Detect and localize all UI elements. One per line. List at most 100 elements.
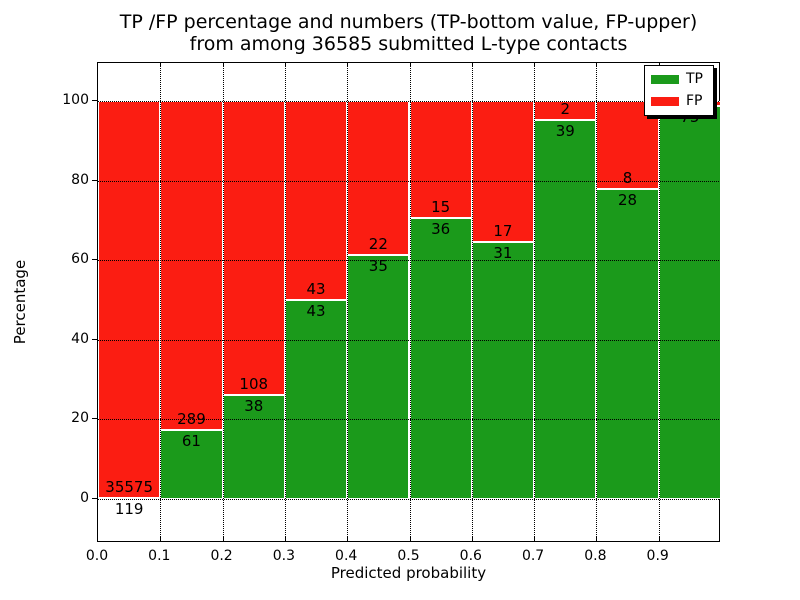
x-tick-mark-top [347, 63, 349, 67]
tp-bar-segment [658, 106, 721, 499]
tp-bar-segment [596, 189, 659, 499]
y-axis-label: Percentage [11, 259, 29, 345]
x-tick-label: 0.6 [459, 548, 482, 564]
x-tick-mark [347, 536, 349, 541]
x-tick-label: 0.1 [148, 548, 171, 564]
x-tick-mark [596, 536, 598, 541]
h-gridline [98, 180, 719, 182]
chart-title-line2: from among 36585 submitted L-type contac… [189, 33, 628, 55]
y-tick-label: 0 [80, 490, 89, 506]
fp-count-label: 43 [306, 280, 326, 298]
tp-bar-segment [534, 120, 597, 499]
x-tick-mark [534, 536, 536, 541]
x-tick-label: 0.7 [521, 548, 545, 564]
y-tick-mark [92, 418, 97, 420]
tp-bar-segment [471, 241, 535, 499]
tp-count-label: 38 [244, 397, 264, 416]
x-tick-mark [409, 536, 411, 541]
fp-bar-segment [471, 101, 535, 242]
tp-count-label: 39 [555, 122, 575, 141]
v-gridline [160, 63, 162, 541]
fp-bar-segment [222, 101, 285, 396]
plot-area: 35575 119 289 61 108 38 43 43 22 35 15 36 17 31 2 39 8 28… [97, 62, 721, 542]
tp-count-label: 28 [617, 191, 638, 210]
tp-count-label: 36 [431, 220, 451, 239]
v-gridline [222, 63, 224, 541]
legend: TP FP [644, 65, 714, 116]
tp-count-label: 35 [368, 256, 388, 275]
y-tick-label: 40 [71, 330, 89, 347]
y-tick-mark [92, 498, 97, 499]
x-tick-label: 0.5 [397, 548, 420, 564]
x-tick-mark-top [222, 63, 224, 67]
x-tick-mark [160, 536, 162, 541]
h-gridline [98, 339, 719, 341]
y-tick-mark [92, 100, 97, 101]
x-tick-mark [471, 536, 473, 541]
legend-item-fp: FP [651, 92, 707, 111]
legend-item-tp: TP [651, 70, 707, 89]
x-tick-mark [658, 536, 660, 541]
x-axis-label: Predicted probability [330, 564, 487, 582]
v-gridline [347, 63, 349, 541]
v-gridline [534, 63, 536, 541]
v-gridline [471, 63, 473, 541]
x-tick-mark-top [284, 63, 286, 67]
h-gridline [98, 101, 719, 102]
tp-count-label: 119 [114, 499, 144, 518]
fp-bar-segment [409, 101, 472, 219]
tp-bar-segment [284, 300, 348, 499]
h-gridline [98, 419, 719, 421]
y-tick-label: 80 [71, 171, 89, 188]
fp-count-label: 15 [431, 198, 451, 217]
fp-count-label: 289 [177, 409, 206, 428]
fp-bar-segment [98, 101, 161, 498]
h-gridline [98, 260, 719, 262]
fp-bar-segment [284, 101, 348, 300]
x-tick-mark [284, 536, 286, 541]
x-tick-mark-top [160, 63, 162, 67]
x-tick-label: 0.4 [335, 548, 358, 564]
fp-count-label: 22 [368, 234, 388, 253]
fp-count-label: 8 [622, 169, 633, 188]
x-tick-mark-top [409, 63, 411, 67]
x-tick-mark-top [471, 63, 473, 67]
y-tick-label: 20 [71, 410, 89, 427]
v-gridline [284, 63, 286, 541]
x-tick-label: 0.2 [210, 548, 233, 564]
y-tick-label: 100 [62, 92, 89, 108]
fp-count-label: 2 [560, 100, 571, 119]
tp-bar-segment [222, 395, 285, 499]
v-gridline [409, 63, 411, 541]
x-tick-label: 0.0 [85, 548, 109, 564]
fp-bar-segment [347, 101, 410, 255]
legend-label-tp: TP [686, 71, 703, 87]
tp-bar-segment [347, 254, 410, 499]
y-tick-mark [92, 338, 97, 340]
x-tick-label: 0.9 [646, 548, 669, 564]
x-tick-mark-top [596, 63, 598, 67]
h-gridline [98, 499, 719, 500]
fp-bar-segment [160, 101, 223, 430]
x-tick-label: 0.8 [584, 548, 607, 564]
tp-count-label: 43 [306, 302, 326, 320]
y-tick-mark [92, 259, 97, 261]
y-tick-mark [92, 179, 97, 181]
chart-title: TP /FP percentage and numbers (TP-bottom… [97, 11, 720, 55]
tp-count-label: 61 [181, 431, 201, 450]
x-tick-mark [222, 536, 224, 541]
tp-count-label: 31 [493, 243, 513, 262]
v-gridline [658, 63, 660, 541]
fp-count-label: 35575 [105, 477, 153, 496]
fp-count-label: 108 [239, 375, 269, 394]
y-tick-label: 60 [71, 251, 89, 268]
fp-count-label: 17 [493, 221, 513, 240]
legend-label-fp: FP [686, 93, 703, 109]
x-tick-mark-top [534, 63, 536, 67]
x-tick-label: 0.3 [272, 548, 296, 564]
fp-swatch [651, 97, 679, 106]
chart-title-line1: TP /FP percentage and numbers (TP-bottom… [119, 11, 698, 33]
tp-swatch [651, 75, 679, 84]
v-gridline [596, 63, 598, 541]
